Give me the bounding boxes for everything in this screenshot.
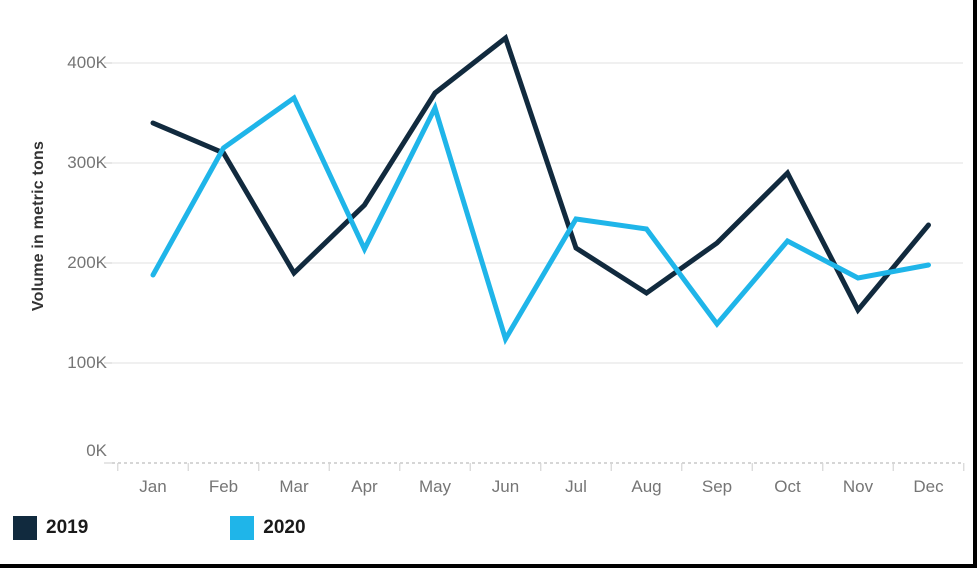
x-axis-tick-label: Sep bbox=[701, 477, 733, 496]
x-axis-tick-label: May bbox=[418, 477, 452, 496]
x-axis-tick-label: Mar bbox=[279, 477, 309, 496]
legend-item-2019: 2019 bbox=[13, 516, 88, 540]
y-axis-tick-label: 400K bbox=[67, 53, 107, 72]
series-line-2020 bbox=[150, 94, 931, 346]
page-border-bottom bbox=[0, 564, 977, 568]
legend-item-2020: 2020 bbox=[230, 516, 306, 540]
x-axis-tick-label: Aug bbox=[631, 477, 662, 496]
y-axis-tick-label: 300K bbox=[67, 153, 107, 172]
x-axis-tick-label: Jul bbox=[565, 477, 587, 496]
y-axis-tick-label: 100K bbox=[67, 353, 107, 372]
y-axis-tick-label: 0K bbox=[86, 441, 107, 460]
y-axis-tick-label: 200K bbox=[67, 253, 107, 272]
series-line-2019 bbox=[150, 33, 931, 315]
page-border-right bbox=[973, 0, 977, 568]
x-axis-tick-label: Dec bbox=[913, 477, 944, 496]
legend: 2019 2020 bbox=[13, 516, 306, 540]
x-axis-tick-label: Jun bbox=[491, 477, 520, 496]
legend-swatch-2019 bbox=[13, 516, 37, 540]
x-axis-tick-label: Feb bbox=[208, 477, 239, 496]
x-axis-tick-label: Jan bbox=[139, 477, 167, 496]
x-axis-tick-label: Nov bbox=[842, 477, 874, 496]
x-axis-tick-label: Oct bbox=[774, 477, 801, 496]
legend-label-2019: 2019 bbox=[46, 517, 89, 538]
x-axis-tick-label: Apr bbox=[351, 477, 378, 496]
legend-label-2020: 2020 bbox=[263, 517, 306, 538]
legend-swatch-2020 bbox=[230, 516, 255, 540]
